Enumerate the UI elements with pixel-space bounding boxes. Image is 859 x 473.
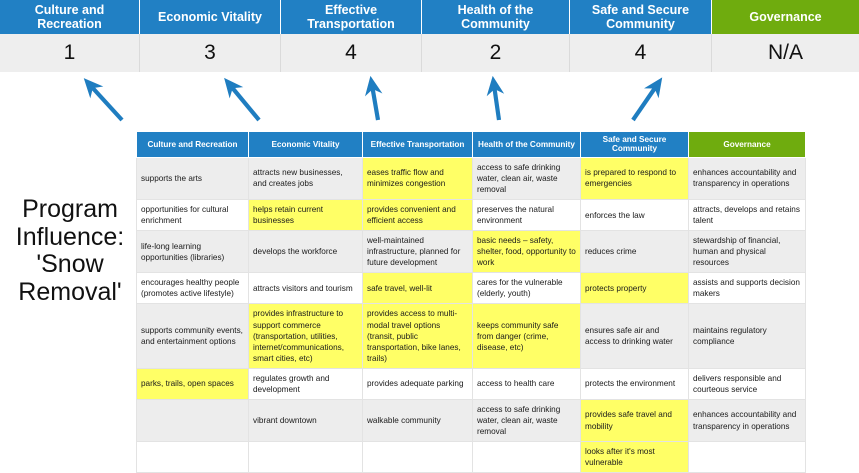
- matrix-cell: [472, 441, 581, 473]
- table-row: vibrant downtown walkable community acce…: [136, 398, 806, 443]
- matrix-cell: well-maintained infrastructure, planned …: [362, 230, 473, 274]
- program-influence-caption: Program Influence: 'Snow Removal': [6, 195, 134, 306]
- scorecard-header-governance[interactable]: Governance: [712, 0, 859, 34]
- matrix-cell: access to health care: [472, 367, 581, 400]
- arrow-up-left-icon: [224, 77, 261, 122]
- matrix-cell: provides access to multi-modal travel op…: [362, 303, 473, 369]
- matrix-header-governance[interactable]: Governance: [688, 131, 806, 158]
- matrix-cell: stewardship of financial, human and phys…: [688, 230, 806, 274]
- matrix-header-effective-transportation[interactable]: Effective Transportation: [362, 131, 473, 158]
- scorecard: Culture and Recreation Economic Vitality…: [0, 0, 859, 72]
- matrix-cell: walkable community: [362, 398, 473, 443]
- caption-line-3: 'Snow: [36, 250, 104, 278]
- matrix-cell: regulates growth and development: [248, 367, 363, 400]
- matrix-cell: attracts visitors and tourism: [248, 272, 363, 305]
- matrix-cell: cares for the vulnerable (elderly, youth…: [472, 272, 581, 305]
- caption-line-1: Program: [22, 195, 118, 223]
- matrix-cell: protects the environment: [580, 367, 689, 400]
- matrix-cell: enforces the law: [580, 199, 689, 232]
- table-row: looks after it's most vulnerable: [136, 441, 806, 473]
- arrow-up-right-icon: [631, 77, 663, 122]
- matrix-cell: preserves the natural environment: [472, 199, 581, 232]
- arrow-up-icon: [365, 75, 383, 121]
- table-row: supports community events, and entertain…: [136, 303, 806, 369]
- matrix-cell: enhances accountability and transparency…: [688, 156, 806, 201]
- matrix-cell: looks after it's most vulnerable: [580, 441, 689, 473]
- matrix-cell: reduces crime: [580, 230, 689, 274]
- matrix-cell: [136, 398, 249, 443]
- matrix-cell: assists and supports decision makers: [688, 272, 806, 305]
- matrix-cell: provides safe travel and mobility: [580, 398, 689, 443]
- matrix-cell: eases traffic flow and minimizes congest…: [362, 156, 473, 201]
- matrix-cell: vibrant downtown: [248, 398, 363, 443]
- caption-line-4: Removal': [18, 277, 122, 306]
- matrix-header-row: Culture and Recreation Economic Vitality…: [136, 131, 806, 158]
- table-row: encourages healthy people (promotes acti…: [136, 272, 806, 305]
- matrix-cell: safe travel, well-lit: [362, 272, 473, 305]
- matrix-cell: protects property: [580, 272, 689, 305]
- matrix-cell: [248, 441, 363, 473]
- table-row: opportunities for cultural enrichment he…: [136, 199, 806, 232]
- matrix-cell: life-long learning opportunities (librar…: [136, 230, 249, 274]
- caption-line-2: Influence:: [15, 222, 125, 251]
- matrix-cell: access to safe drinking water, clean air…: [472, 398, 581, 443]
- matrix-cell: enhances accountability and transparency…: [688, 398, 806, 443]
- matrix-cell: encourages healthy people (promotes acti…: [136, 272, 249, 305]
- influence-matrix: Culture and Recreation Economic Vitality…: [136, 131, 806, 473]
- arrow-up-left-icon: [83, 78, 124, 122]
- matrix-header-culture-and-recreation[interactable]: Culture and Recreation: [136, 131, 249, 158]
- matrix-header-economic-vitality[interactable]: Economic Vitality: [248, 131, 363, 158]
- matrix-cell: [136, 441, 249, 473]
- matrix-cell: [688, 441, 806, 473]
- scorecard-header-safe-and-secure-community[interactable]: Safe and Secure Community: [570, 0, 712, 34]
- matrix-cell: helps retain current businesses: [248, 199, 363, 232]
- matrix-cell: opportunities for cultural enrichment: [136, 199, 249, 232]
- matrix-cell: ensures safe air and access to drinking …: [580, 303, 689, 369]
- table-row: parks, trails, open spaces regulates gro…: [136, 367, 806, 400]
- matrix-cell: provides adequate parking: [362, 367, 473, 400]
- arrow-group: [83, 75, 663, 122]
- matrix-cell: parks, trails, open spaces: [136, 367, 249, 400]
- matrix-cell: provides convenient and efficient access: [362, 199, 473, 232]
- matrix-cell: attracts new businesses, and creates job…: [248, 156, 363, 201]
- matrix-cell: supports the arts: [136, 156, 249, 201]
- matrix-cell: keeps community safe from danger (crime,…: [472, 303, 581, 369]
- scorecard-value-safe-and-secure-community: 4: [570, 34, 712, 72]
- matrix-cell: [362, 441, 473, 473]
- scorecard-value-economic-vitality: 3: [140, 34, 281, 72]
- matrix-cell: maintains regulatory compliance: [688, 303, 806, 369]
- matrix-header-safe-and-secure-community[interactable]: Safe and Secure Community: [580, 131, 689, 158]
- scorecard-header-culture-and-recreation[interactable]: Culture and Recreation: [0, 0, 140, 34]
- matrix-cell: access to safe drinking water, clean air…: [472, 156, 581, 201]
- scorecard-header-effective-transportation[interactable]: Effective Transportation: [281, 0, 422, 34]
- scorecard-header-health-of-the-community[interactable]: Health of the Community: [422, 0, 570, 34]
- matrix-cell: develops the workforce: [248, 230, 363, 274]
- matrix-cell: provides infrastructure to support comme…: [248, 303, 363, 369]
- matrix-cell: is prepared to respond to emergencies: [580, 156, 689, 201]
- matrix-cell: attracts, develops and retains talent: [688, 199, 806, 232]
- matrix-cell: basic needs – safety, shelter, food, opp…: [472, 230, 581, 274]
- scorecard-value-culture-and-recreation: 1: [0, 34, 140, 72]
- scorecard-header-economic-vitality[interactable]: Economic Vitality: [140, 0, 281, 34]
- scorecard-header-row: Culture and Recreation Economic Vitality…: [0, 0, 859, 34]
- arrow-up-icon: [486, 75, 505, 121]
- scorecard-value-health-of-the-community: 2: [422, 34, 570, 72]
- scorecard-value-effective-transportation: 4: [281, 34, 422, 72]
- matrix-header-health-of-the-community[interactable]: Health of the Community: [472, 131, 581, 158]
- matrix-cell: supports community events, and entertain…: [136, 303, 249, 369]
- table-row: life-long learning opportunities (librar…: [136, 230, 806, 274]
- scorecard-value-governance: N/A: [712, 34, 859, 72]
- matrix-cell: delivers responsible and courteous servi…: [688, 367, 806, 400]
- scorecard-value-row: 1 3 4 2 4 N/A: [0, 34, 859, 72]
- table-row: supports the arts attracts new businesse…: [136, 156, 806, 201]
